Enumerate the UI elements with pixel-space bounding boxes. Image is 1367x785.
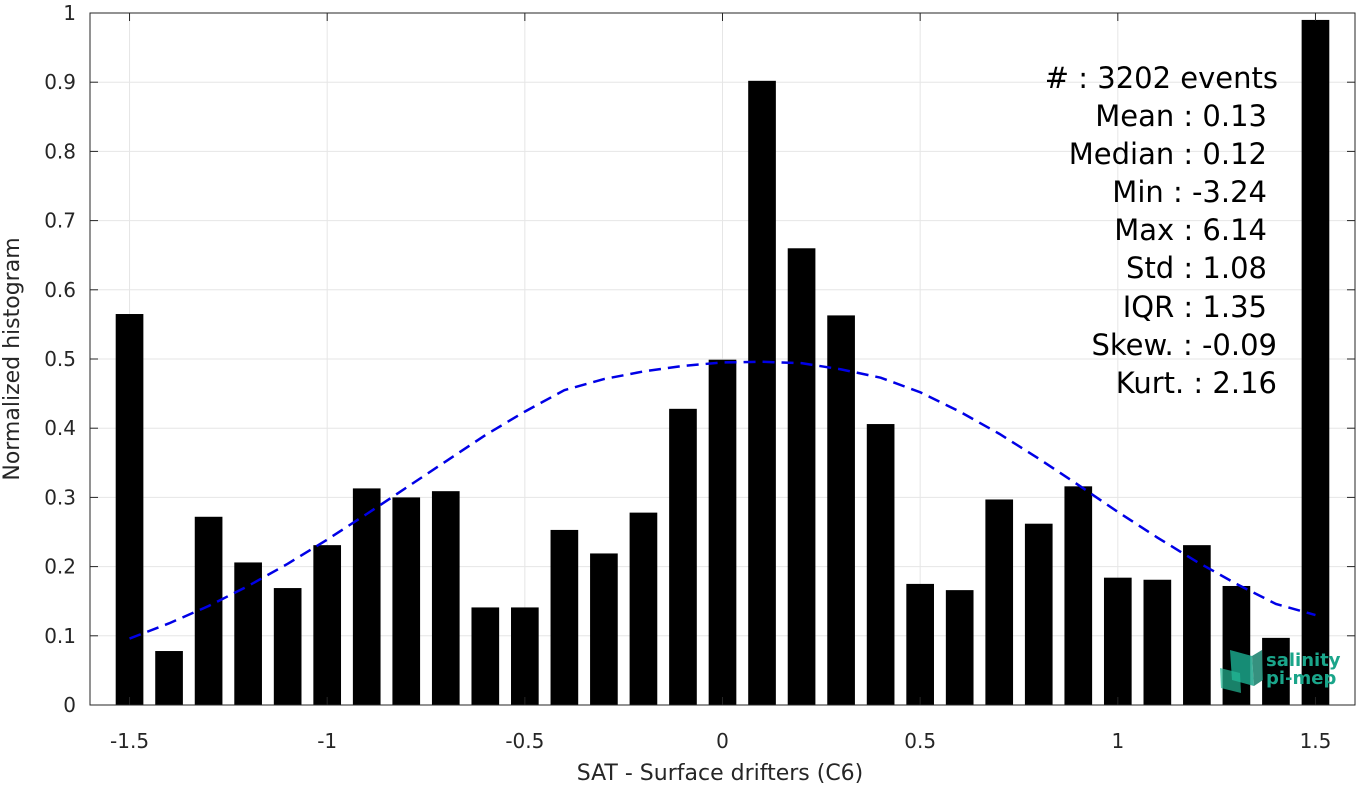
x-tick-label: -1 <box>317 729 337 753</box>
cube-logo-icon <box>1220 650 1263 693</box>
y-tick-label: 0.3 <box>44 485 76 509</box>
histogram-bar <box>313 545 342 705</box>
histogram-bar <box>748 80 776 706</box>
histogram-bar <box>787 248 816 705</box>
histogram-bar <box>352 488 381 705</box>
y-tick-label: 0.1 <box>44 624 76 648</box>
histogram-bar <box>1064 486 1093 705</box>
y-axis-ticks: 0 0.1 0.2 0.3 0.4 0.5 0.6 0.7 0.8 0.9 1 <box>44 1 1355 717</box>
x-axis-label: SAT - Surface drifters (C6) <box>577 761 864 785</box>
stat-skew: Skew. : -0.09 <box>1091 328 1277 362</box>
y-tick-label: 0.5 <box>44 347 76 371</box>
x-tick-label: 0.5 <box>904 729 936 753</box>
histogram-bar <box>471 607 500 705</box>
stat-median: Median : 0.12 <box>1069 137 1267 171</box>
histogram-bar <box>906 583 934 705</box>
histogram-bar <box>945 590 974 705</box>
histogram-bar <box>590 553 618 705</box>
x-tick-label: 1 <box>1111 729 1124 753</box>
histogram-bar <box>1103 577 1132 705</box>
y-tick-label: 0.7 <box>44 209 76 233</box>
histogram-bar <box>511 607 539 705</box>
histogram-bar <box>550 529 579 705</box>
statistics-box: # : 3202 events Mean : 0.13 Median : 0.1… <box>1045 61 1278 400</box>
x-tick-label: -1.5 <box>110 729 149 753</box>
y-tick-label: 0.9 <box>44 70 76 94</box>
histogram-bar <box>827 315 855 705</box>
stat-max: Max : 6.14 <box>1114 213 1267 247</box>
histogram-bar <box>155 651 183 705</box>
histogram-bar <box>234 562 262 705</box>
stat-iqr: IQR : 1.35 <box>1123 290 1267 324</box>
y-tick-label: 1 <box>63 1 76 25</box>
histogram-bar <box>431 491 460 705</box>
histogram-bar <box>985 499 1014 705</box>
x-tick-label: 1.5 <box>1300 729 1332 753</box>
y-tick-label: 0.2 <box>44 555 76 579</box>
bar-series <box>115 19 1330 706</box>
stat-min: Min : -3.24 <box>1112 175 1267 209</box>
histogram-bar <box>708 359 737 705</box>
salinity-pimep-logo: salinity pi-mep <box>1220 650 1341 693</box>
stat-std: Std : 1.08 <box>1126 251 1267 285</box>
stat-events: # : 3202 events <box>1045 61 1278 95</box>
y-tick-label: 0.6 <box>44 278 76 302</box>
logo-text-salinity: salinity <box>1266 650 1341 671</box>
y-tick-label: 0 <box>63 693 76 717</box>
histogram-bar <box>1262 637 1290 705</box>
histogram-bar <box>1183 545 1211 705</box>
histogram-bar <box>273 588 302 705</box>
histogram-bar <box>1301 19 1330 706</box>
y-tick-label: 0.4 <box>44 416 76 440</box>
x-tick-label: -0.5 <box>505 729 544 753</box>
histogram-bar <box>1143 579 1172 705</box>
histogram-bar <box>669 408 697 705</box>
logo-text-pimep: pi-mep <box>1266 668 1336 689</box>
y-tick-label: 0.8 <box>44 139 76 163</box>
histogram-bar <box>115 314 144 705</box>
y-axis-label: Normalized histogram <box>0 237 25 480</box>
histogram-bar <box>194 516 223 705</box>
stat-mean: Mean : 0.13 <box>1095 99 1267 133</box>
x-tick-label: 0 <box>716 729 729 753</box>
x-axis-ticks: -1.5 -1 -0.5 0 0.5 1 1.5 <box>110 13 1331 753</box>
stat-kurt: Kurt. : 2.16 <box>1116 366 1277 400</box>
histogram-bar <box>866 424 895 705</box>
histogram-bar <box>1024 523 1053 705</box>
histogram-bar <box>392 497 421 705</box>
histogram-bar <box>629 512 658 705</box>
